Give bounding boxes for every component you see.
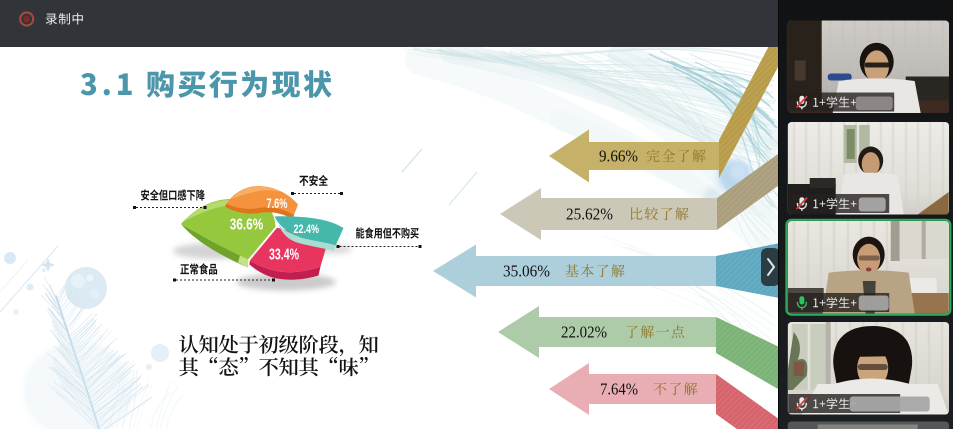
svg-text:25.62%: 25.62% [566, 205, 613, 224]
svg-text:22.02%: 22.02% [561, 323, 607, 342]
svg-text:22.4%: 22.4% [294, 222, 320, 236]
svg-text:33.4%: 33.4% [269, 247, 299, 264]
svg-text:9.66%: 9.66% [599, 147, 638, 166]
svg-text:7.64%: 7.64% [600, 380, 638, 399]
svg-text:36.6%: 36.6% [230, 217, 264, 234]
svg-text:35.06%: 35.06% [503, 262, 550, 281]
svg-text:7.6%: 7.6% [267, 196, 288, 211]
